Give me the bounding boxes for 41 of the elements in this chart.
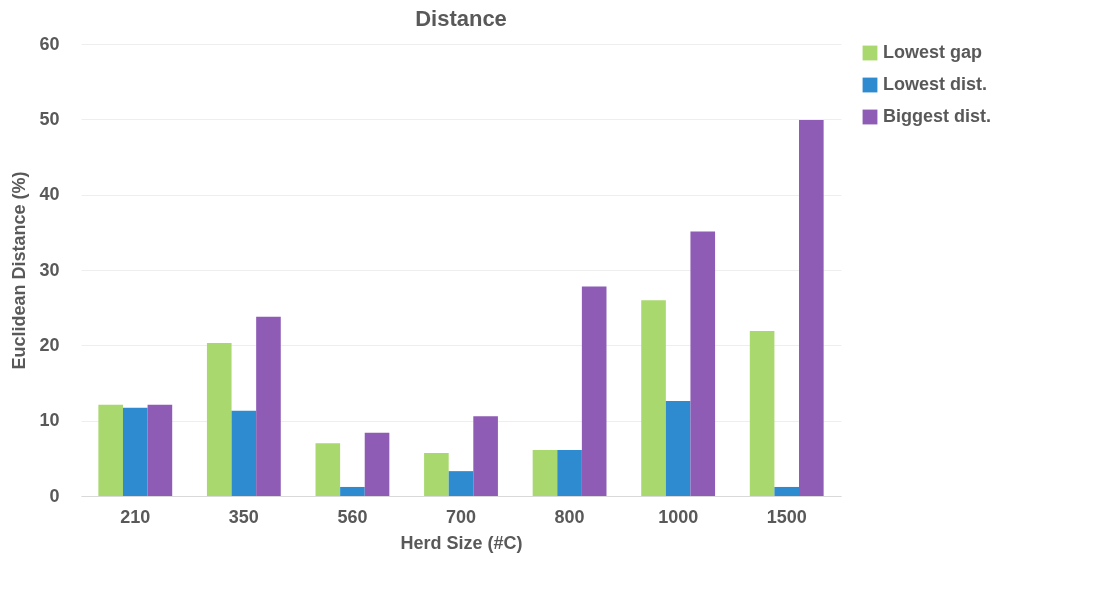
x-axis-title: Herd Size (#C) <box>400 532 523 553</box>
y-tick-label: 10 <box>39 410 60 431</box>
y-tick-label: 60 <box>39 33 60 54</box>
bar <box>364 432 390 496</box>
bar <box>98 404 123 496</box>
bar <box>774 486 800 496</box>
x-tick-label: 1000 <box>658 506 699 527</box>
legend-label: Lowest gap <box>883 42 983 62</box>
bar <box>532 450 558 496</box>
bar <box>641 300 666 496</box>
bar <box>256 316 281 496</box>
bar <box>749 331 775 496</box>
x-tick-label: 1500 <box>766 506 807 527</box>
y-tick-label: 0 <box>49 485 60 506</box>
x-tick-label: 700 <box>445 506 477 527</box>
bar <box>424 453 449 496</box>
bar <box>147 404 173 496</box>
bar <box>665 401 691 496</box>
bar <box>799 120 824 496</box>
x-tick-label: 210 <box>120 506 151 527</box>
bar <box>690 231 716 496</box>
y-axis-title: Euclidean Distance (%) <box>9 171 30 370</box>
bar <box>448 471 474 496</box>
bar <box>122 407 148 496</box>
bar <box>206 343 232 496</box>
y-tick-label: 20 <box>39 334 60 355</box>
y-tick-label: 30 <box>39 259 60 280</box>
y-tick-label: 50 <box>39 108 60 129</box>
x-tick-label: 800 <box>554 506 585 527</box>
bar <box>581 286 607 496</box>
bar <box>231 410 257 496</box>
x-tick-label: 350 <box>228 506 259 527</box>
chart-title: Distance <box>415 6 507 31</box>
bar <box>340 486 365 496</box>
bar <box>557 450 582 496</box>
bar <box>473 416 498 496</box>
y-tick-label: 40 <box>39 184 60 205</box>
legend-label: Biggest dist. <box>883 106 992 126</box>
bar <box>315 443 341 496</box>
x-tick-label: 560 <box>337 506 368 527</box>
legend-label: Lowest dist. <box>883 74 988 94</box>
